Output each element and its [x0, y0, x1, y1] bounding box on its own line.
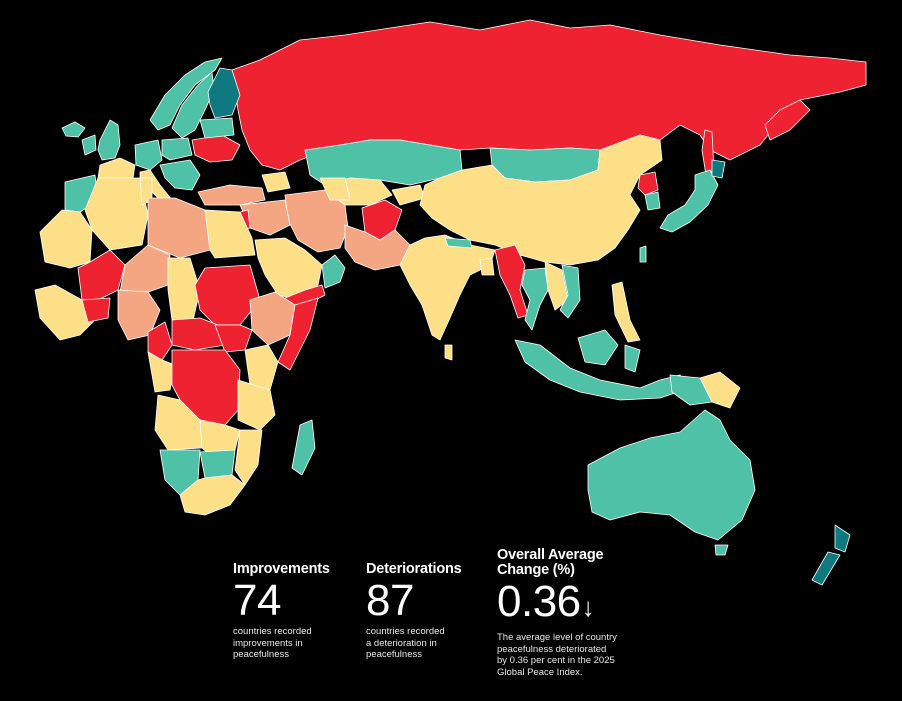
stat-improvements: Improvements 74 countries recorded impro… [233, 562, 330, 661]
stat-improvements-heading: Improvements [233, 561, 330, 577]
country-poland[interactable] [161, 137, 193, 161]
country-new-zealand-south[interactable] [811, 551, 841, 586]
country-oman[interactable] [321, 254, 346, 289]
country-sri-lanka[interactable] [444, 344, 453, 361]
country-botswana-zimbabwe[interactable] [199, 449, 236, 479]
stat-overall-heading: Overall Average Change (%) [497, 547, 604, 578]
stat-deteriorations-heading: Deteriorations [366, 561, 462, 577]
country-burkina-faso[interactable] [81, 297, 111, 323]
country-ireland[interactable] [81, 134, 97, 156]
country-somalia[interactable] [277, 297, 319, 371]
country-caucasus[interactable] [261, 171, 291, 193]
country-algeria[interactable] [84, 177, 149, 251]
stat-deteriorations: Deteriorations 87 countries recorded a d… [366, 562, 462, 661]
country-tanzania[interactable] [237, 379, 276, 431]
stat-improvements-description: countries recorded improvements in peace… [233, 626, 312, 660]
country-uk[interactable] [97, 119, 121, 161]
country-belarus[interactable] [199, 117, 235, 139]
country-philippines[interactable] [611, 281, 641, 343]
country-south-africa[interactable] [179, 474, 246, 516]
country-kenya[interactable] [244, 344, 279, 391]
country-iceland[interactable] [61, 121, 86, 138]
country-china[interactable] [419, 134, 663, 266]
country-germany[interactable] [134, 139, 163, 171]
country-japan[interactable] [659, 169, 719, 233]
country-sulawesi[interactable] [624, 344, 641, 373]
country-niger[interactable] [119, 244, 171, 296]
country-tasmania[interactable] [714, 544, 729, 556]
country-borneo[interactable] [577, 329, 619, 366]
country-taiwan[interactable] [639, 245, 647, 263]
stat-deteriorations-description: countries recorded a deterioration in pe… [366, 626, 445, 660]
country-norway[interactable] [149, 57, 223, 131]
stat-overall-description: The average level of country peacefulnes… [497, 632, 617, 678]
country-sudan[interactable] [194, 264, 261, 326]
country-japan-hokkaido[interactable] [711, 159, 726, 179]
country-ukraine[interactable] [191, 134, 241, 163]
country-russia-kamchatka[interactable] [764, 99, 811, 141]
country-turkey[interactable] [197, 184, 266, 206]
country-india[interactable] [399, 234, 496, 341]
stats-panel: Improvements 74 countries recorded impro… [0, 548, 902, 698]
country-laos-cambodia[interactable] [544, 261, 569, 311]
country-thailand[interactable] [521, 267, 549, 331]
country-australia[interactable] [587, 409, 756, 541]
country-kyrgyz-tajik[interactable] [391, 184, 426, 206]
country-west-papua[interactable] [669, 374, 713, 406]
country-cameroon[interactable] [147, 321, 173, 361]
country-new-zealand-north[interactable] [834, 524, 851, 553]
country-chad[interactable] [167, 257, 201, 326]
country-mozambique[interactable] [234, 429, 263, 486]
country-egypt[interactable] [204, 209, 256, 259]
country-north-korea[interactable] [637, 171, 659, 196]
country-nepal[interactable] [444, 237, 473, 249]
country-bangladesh[interactable] [479, 257, 495, 276]
country-south-korea[interactable] [644, 191, 661, 211]
country-vietnam[interactable] [559, 264, 581, 319]
country-balkans[interactable] [159, 159, 201, 191]
stat-deteriorations-value: 87 [366, 576, 414, 625]
country-western-sahara-mauritania[interactable] [39, 209, 93, 269]
stat-overall-value: 0.36↓ [497, 577, 595, 626]
stat-improvements-value: 74 [233, 576, 281, 625]
country-turkmenistan[interactable] [319, 177, 351, 201]
stat-overall-change: Overall Average Change (%) 0.36↓ The ave… [497, 548, 617, 678]
country-madagascar[interactable] [291, 419, 316, 476]
country-finland[interactable] [207, 67, 241, 119]
down-arrow-icon: ↓ [581, 592, 595, 622]
country-south-sudan[interactable] [214, 324, 253, 353]
